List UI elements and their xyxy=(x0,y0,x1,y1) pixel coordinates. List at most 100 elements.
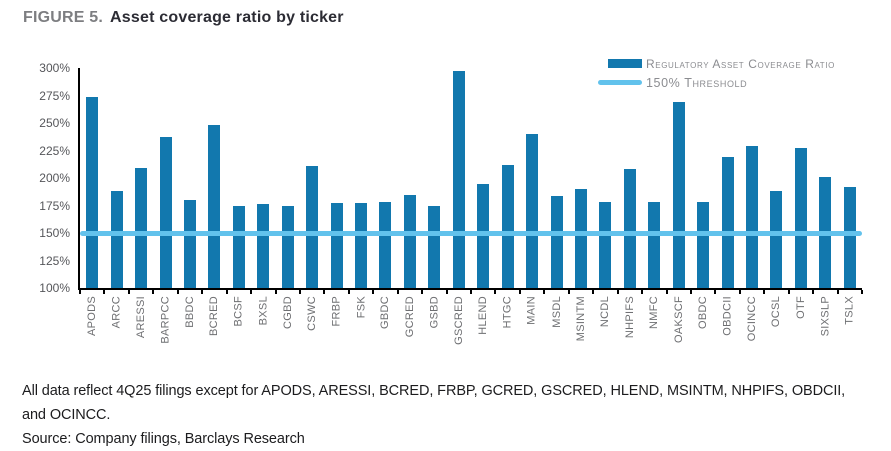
bar-nhpifs xyxy=(623,169,636,288)
footnote-line-1: All data reflect 4Q25 filings except for… xyxy=(22,383,846,399)
y-axis-label-150: 150% xyxy=(39,226,70,240)
x-axis-label-nmfc: NMFC xyxy=(648,296,661,329)
x-axis-label-oakscf: OAKSCF xyxy=(672,296,685,344)
bar-series-swatch xyxy=(608,59,642,68)
x-axis-label-bcsf: BCSF xyxy=(232,296,245,327)
x-axis-tick xyxy=(396,290,399,294)
bar-oakscf xyxy=(672,102,685,288)
bar-fsk xyxy=(355,203,368,288)
bar-msdl xyxy=(550,195,563,288)
x-axis-tick xyxy=(665,290,668,294)
x-axis-label-nhpifs: NHPIFS xyxy=(623,296,636,339)
x-axis-label-bcred: BCRED xyxy=(208,296,221,337)
x-axis-label-msdl: MSDL xyxy=(550,296,563,328)
x-axis-label-apods: APODS xyxy=(86,296,99,337)
bar-hlend xyxy=(477,183,490,288)
x-axis-tick xyxy=(763,290,766,294)
x-axis-label-otf: OTF xyxy=(794,296,807,319)
bar-cgbd xyxy=(281,205,294,288)
bar-apods xyxy=(86,96,99,288)
y-axis-label-100: 100% xyxy=(39,281,70,295)
bar-bxsl xyxy=(257,204,270,288)
x-axis-label-barpcc: BARPCC xyxy=(159,296,172,344)
x-axis-tick xyxy=(152,290,155,294)
x-axis-tick xyxy=(861,290,863,294)
x-axis-tick xyxy=(494,290,497,294)
x-axis-label-ncdl: NCDL xyxy=(599,296,612,328)
figure-label: FIGURE 5. xyxy=(23,9,104,26)
bar-cswc xyxy=(306,165,319,288)
y-axis-label-250: 250% xyxy=(39,116,70,130)
x-axis-label-htgc: HTGC xyxy=(501,296,514,329)
bar-otf xyxy=(794,148,807,288)
source-line: Source: Company filings, Barclays Resear… xyxy=(22,431,305,447)
bar-obdcii xyxy=(721,157,734,288)
x-axis-tick xyxy=(250,290,253,294)
x-axis-label-gscred: GSCRED xyxy=(452,296,465,345)
bar-arcc xyxy=(110,191,123,288)
x-axis-tick xyxy=(543,290,546,294)
y-axis-label-275: 275% xyxy=(39,88,70,103)
legend: Regulatory Asset Coverage Ratio 150% Thr… xyxy=(596,54,835,92)
bar-gsbd xyxy=(428,205,441,288)
x-axis-label-main: MAIN xyxy=(526,296,539,325)
bar-htgc xyxy=(501,164,514,288)
bar-gcred xyxy=(403,194,416,288)
x-axis-label-bbdc: BBDC xyxy=(183,296,196,328)
bar-frbp xyxy=(330,203,343,288)
legend-item-threshold: 150% Threshold xyxy=(596,73,835,92)
figure-name: Asset coverage ratio by ticker xyxy=(110,9,344,26)
x-axis-label-gbdc: GBDC xyxy=(379,296,392,329)
x-axis-tick xyxy=(347,290,350,294)
y-axis-label-225: 225% xyxy=(39,143,70,158)
x-axis-tick xyxy=(201,290,204,294)
x-axis-tick xyxy=(567,290,570,294)
x-axis-label-ocincc: OCINCC xyxy=(746,296,759,342)
x-axis-tick xyxy=(592,290,595,294)
x-axis-tick xyxy=(641,290,644,294)
bar-nmfc xyxy=(648,202,661,288)
x-axis-label-tslx: TSLX xyxy=(843,296,856,325)
x-axis-label-aressi: ARESSI xyxy=(135,296,148,339)
bar-ncdl xyxy=(599,202,612,288)
legend-item-regulatory-ratio: Regulatory Asset Coverage Ratio xyxy=(596,54,835,73)
x-axis-label-ocsl: OCSL xyxy=(770,296,783,328)
figure-title: FIGURE 5. Asset coverage ratio by ticker xyxy=(23,9,344,27)
bar-bcsf xyxy=(232,205,245,288)
x-axis-tick xyxy=(127,290,130,294)
plot-area xyxy=(78,68,863,294)
x-axis-label-arcc: ARCC xyxy=(110,296,123,329)
legend-swatch-cell xyxy=(596,59,642,68)
bar-gbdc xyxy=(379,202,392,288)
x-axis-label-obdcii: OBDCII xyxy=(721,296,734,336)
x-axis-label-cgbd: CGBD xyxy=(281,296,294,329)
x-axis-tick xyxy=(225,290,228,294)
bar-main xyxy=(526,134,539,288)
legend-swatch-cell xyxy=(596,80,642,85)
footnote: All data reflect 4Q25 filings except for… xyxy=(22,379,845,451)
bar-ocincc xyxy=(746,146,759,288)
x-axis-label-gcred: GCRED xyxy=(403,296,416,338)
x-axis-tick xyxy=(616,290,619,294)
asset-coverage-chart: 100% 125% 150% 175% 200% 225% 250% 275% 300% APO… xyxy=(39,54,863,345)
threshold-line-swatch xyxy=(598,80,642,85)
x-axis-label-gsbd: GSBD xyxy=(428,296,441,329)
y-axis-label-300: 300% xyxy=(39,61,70,75)
x-axis-tick xyxy=(298,290,301,294)
y-axis-label-175: 175% xyxy=(39,198,70,213)
x-axis-label-sixslp: SIXSLP xyxy=(819,296,832,337)
x-axis-tick xyxy=(787,290,790,294)
bar-bcred xyxy=(208,125,221,288)
x-axis-tick xyxy=(103,290,106,294)
legend-label: 150% Threshold xyxy=(646,75,748,90)
x-axis-label-hlend: HLEND xyxy=(477,296,490,335)
bar-msintm xyxy=(574,189,587,288)
bar-bbdc xyxy=(183,200,196,288)
x-axis-label-obdc: OBDC xyxy=(697,296,710,329)
bar-aressi xyxy=(135,168,148,288)
x-axis-label-bxsl: BXSL xyxy=(257,296,270,326)
x-axis-tick xyxy=(421,290,424,294)
x-axis-label-fsk: FSK xyxy=(355,296,368,319)
bar-barpcc xyxy=(159,137,172,288)
